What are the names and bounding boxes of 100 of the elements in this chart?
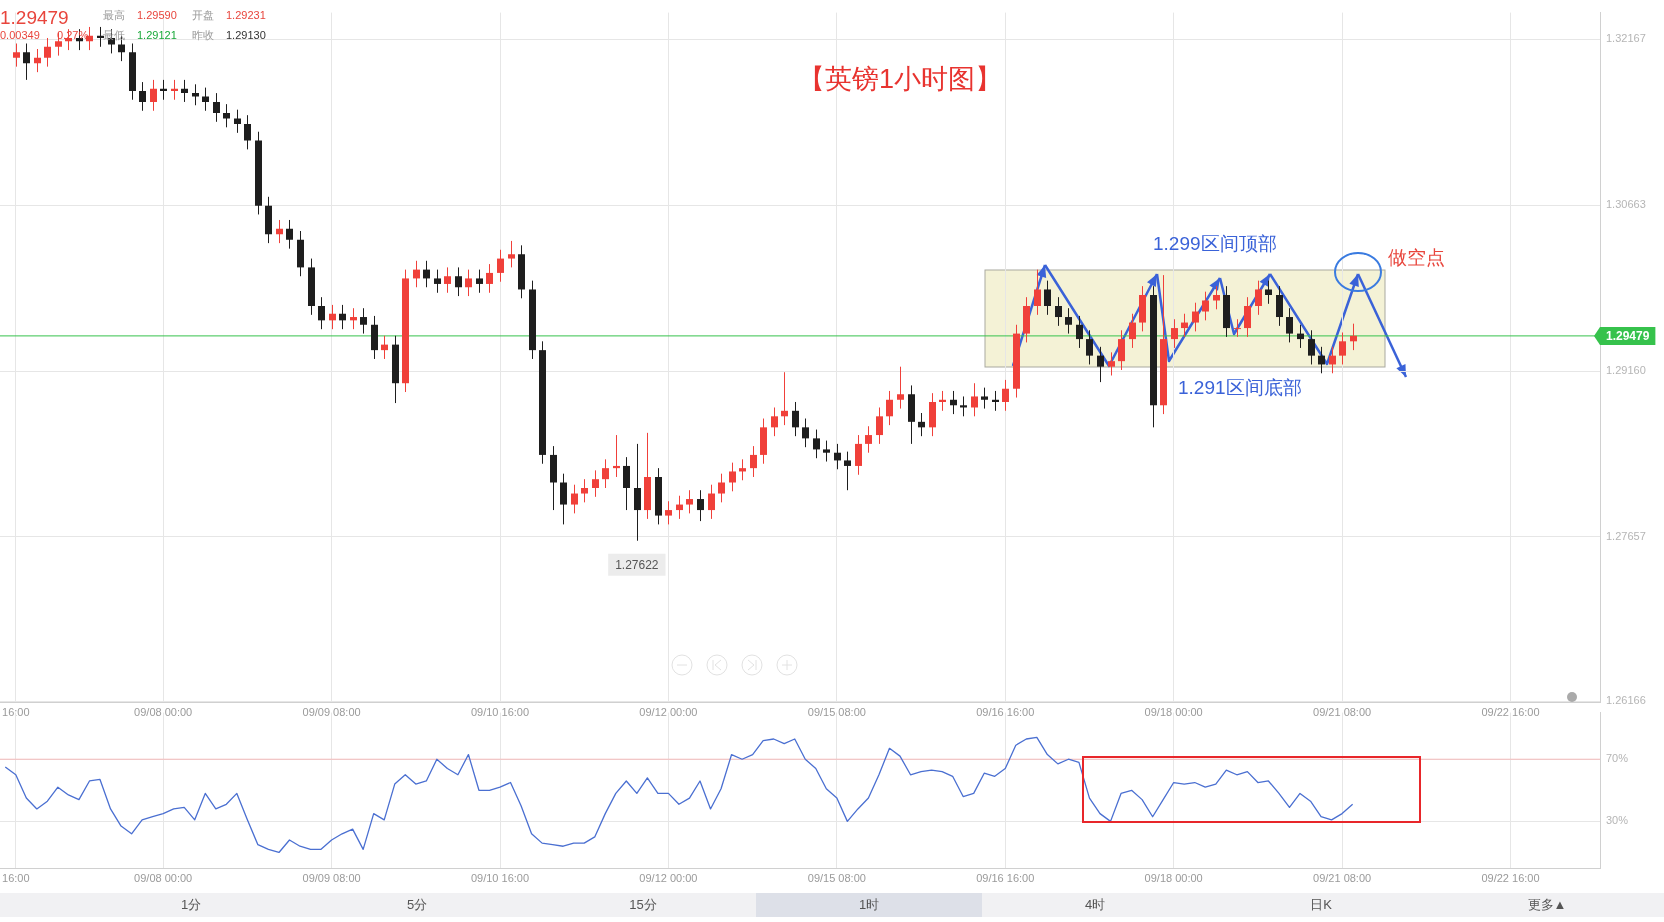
candlestick xyxy=(581,478,588,503)
y-tick-label: 1.32167 xyxy=(1606,32,1646,45)
annotation: 1.29130 xyxy=(226,29,266,41)
text: 4时 xyxy=(1083,896,1107,914)
annotation: 昨收 xyxy=(192,29,214,41)
x-tick-label: 09/16 16:00 xyxy=(976,871,1035,884)
candlestick xyxy=(939,390,946,412)
candlestick xyxy=(718,473,725,503)
candlestick xyxy=(1276,285,1283,327)
x-tick-label: 09/18 00:00 xyxy=(1144,705,1203,718)
candlestick xyxy=(950,390,957,415)
candlestick xyxy=(202,87,209,112)
candlestick xyxy=(223,103,230,128)
x-tick-label: 09/15 08:00 xyxy=(807,705,866,718)
candlestick xyxy=(1034,269,1041,316)
candlestick xyxy=(1181,313,1188,338)
x-tick-label: 09/12 00:00 xyxy=(639,705,698,718)
candlestick xyxy=(1350,323,1357,351)
x-tick-label: 09/21 08:00 xyxy=(1313,705,1372,718)
candlestick xyxy=(350,307,357,330)
candlestick xyxy=(1244,296,1251,338)
annotation: 1.29121 xyxy=(137,29,177,41)
x-tick-label: 09/16 16:00 xyxy=(976,705,1035,718)
candlestick xyxy=(623,456,630,511)
candlestick xyxy=(1234,318,1241,338)
candlestick xyxy=(918,412,925,437)
candlestick xyxy=(634,443,641,542)
candlestick xyxy=(1118,329,1125,371)
y-tick-label: 30% xyxy=(1606,814,1629,827)
candlestick xyxy=(771,406,778,437)
candlestick xyxy=(160,79,167,101)
candlestick xyxy=(571,484,578,514)
text: 1分 xyxy=(179,896,203,914)
candlestick xyxy=(750,445,757,478)
candlestick xyxy=(286,219,293,250)
candlestick xyxy=(97,26,104,48)
x-tick-label: 09/21 08:00 xyxy=(1313,871,1372,884)
x-tick-label: 09/09 08:00 xyxy=(302,705,361,718)
candlestick xyxy=(360,307,367,335)
y-tick-label: 1.26166 xyxy=(1606,694,1646,707)
candlestick xyxy=(981,387,988,410)
candlestick xyxy=(729,462,736,492)
candlestick xyxy=(1265,280,1272,305)
candlestick xyxy=(139,81,146,112)
candlestick xyxy=(1318,346,1325,374)
x-tick-label: 09/08 00:00 xyxy=(134,871,193,884)
x-tick-label: 09/12 00:00 xyxy=(639,871,698,884)
candlestick xyxy=(613,434,620,478)
candlestick xyxy=(781,371,788,426)
candlestick xyxy=(844,451,851,491)
candlestick xyxy=(455,266,462,297)
annotation: 1.29231 xyxy=(226,9,266,21)
annotation: 1.299区间顶部 xyxy=(1153,233,1277,254)
text: 15分 xyxy=(628,896,658,914)
candlestick xyxy=(1076,315,1083,349)
candlestick xyxy=(1055,296,1062,327)
candlestick xyxy=(23,42,30,81)
candlestick xyxy=(413,260,420,288)
candlestick xyxy=(192,83,199,106)
candlestick xyxy=(1297,324,1304,349)
candlestick xyxy=(802,418,809,448)
annotation: 1.27622 xyxy=(615,558,659,573)
candlestick xyxy=(697,489,704,522)
candlestick xyxy=(181,79,188,103)
candlestick xyxy=(423,260,430,288)
text: 更多▲ xyxy=(1526,896,1568,914)
x-tick-label: 09/08 00:00 xyxy=(134,705,193,718)
candlestick xyxy=(434,269,441,294)
candlestick xyxy=(1065,307,1072,335)
candlestick xyxy=(686,489,693,514)
annotation: 1.29590 xyxy=(137,9,177,21)
candlestick xyxy=(823,440,830,463)
candlestick xyxy=(876,406,883,445)
text: 日K xyxy=(1309,896,1333,914)
candlestick xyxy=(1171,318,1178,349)
candlestick xyxy=(476,269,483,294)
candlestick xyxy=(508,240,515,268)
candlestick xyxy=(171,79,178,101)
candlestick xyxy=(560,473,567,525)
candlestick xyxy=(708,484,715,520)
candlestick xyxy=(1192,302,1199,332)
candlestick xyxy=(234,109,241,134)
candlestick xyxy=(960,395,967,417)
candlestick xyxy=(276,219,283,244)
candlestick xyxy=(318,296,325,330)
x-tick-label: 09/22 16:00 xyxy=(1481,871,1540,884)
ref-line-label: 1.29479 xyxy=(1606,329,1650,344)
candlestick xyxy=(465,269,472,297)
annotation: 最高 xyxy=(103,9,125,21)
candlestick xyxy=(1308,329,1315,365)
x-tick-label: 09/10 16:00 xyxy=(470,705,530,718)
annotation: 0.00349 xyxy=(0,29,40,41)
candlestick xyxy=(329,304,336,330)
candlestick xyxy=(676,495,683,520)
x-tick-label: 09/10 16:00 xyxy=(470,871,530,884)
annotation: 1.291区间底部 xyxy=(1178,377,1302,398)
candlestick xyxy=(971,382,978,417)
candlestick xyxy=(865,425,872,454)
annotation: 做空点 xyxy=(1388,247,1445,268)
text: 5分 xyxy=(405,896,429,914)
